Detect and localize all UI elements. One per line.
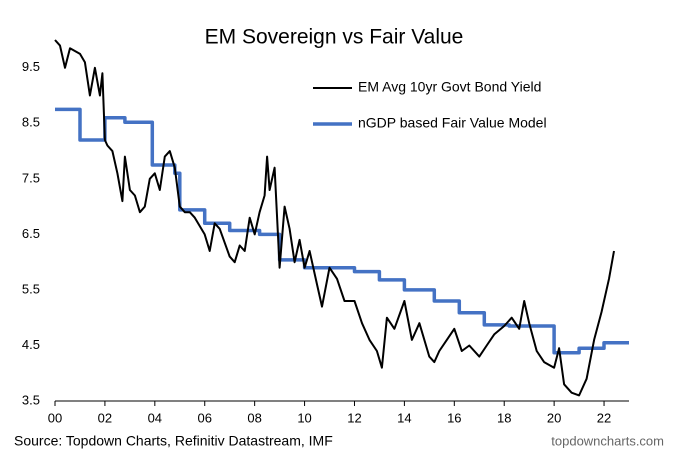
x-tick-label: 22 <box>597 410 611 425</box>
x-tick-label: 08 <box>247 410 261 425</box>
series-line <box>54 39 615 397</box>
x-tick-label: 04 <box>148 410 162 425</box>
x-tick-label: 06 <box>198 410 212 425</box>
legend-label: nGDP based Fair Value Model <box>358 115 547 131</box>
x-tick-label: 18 <box>497 410 511 425</box>
series-line <box>55 107 629 355</box>
legend-label: EM Avg 10yr Govt Bond Yield <box>358 79 541 95</box>
x-tick-label: 12 <box>347 410 361 425</box>
x-tick-label: 20 <box>547 410 561 425</box>
x-tick-label: 16 <box>447 410 461 425</box>
y-tick-label: 5.5 <box>22 281 40 296</box>
y-tick-label: 4.5 <box>22 337 40 352</box>
source-note: Source: Topdown Charts, Refinitiv Datast… <box>14 433 333 449</box>
watermark: topdowncharts.com <box>551 433 664 448</box>
y-tick-label: 3.5 <box>22 392 40 407</box>
y-tick-label: 7.5 <box>22 170 40 185</box>
y-tick-label: 9.5 <box>22 59 40 74</box>
x-tick-label: 00 <box>48 410 62 425</box>
x-tick-label: 10 <box>297 410 311 425</box>
x-tick-label: 02 <box>98 410 112 425</box>
chart-title: EM Sovereign vs Fair Value <box>205 26 464 49</box>
y-tick-label: 8.5 <box>22 115 40 130</box>
y-tick-label: 6.5 <box>22 226 40 241</box>
x-tick-label: 14 <box>397 410 411 425</box>
